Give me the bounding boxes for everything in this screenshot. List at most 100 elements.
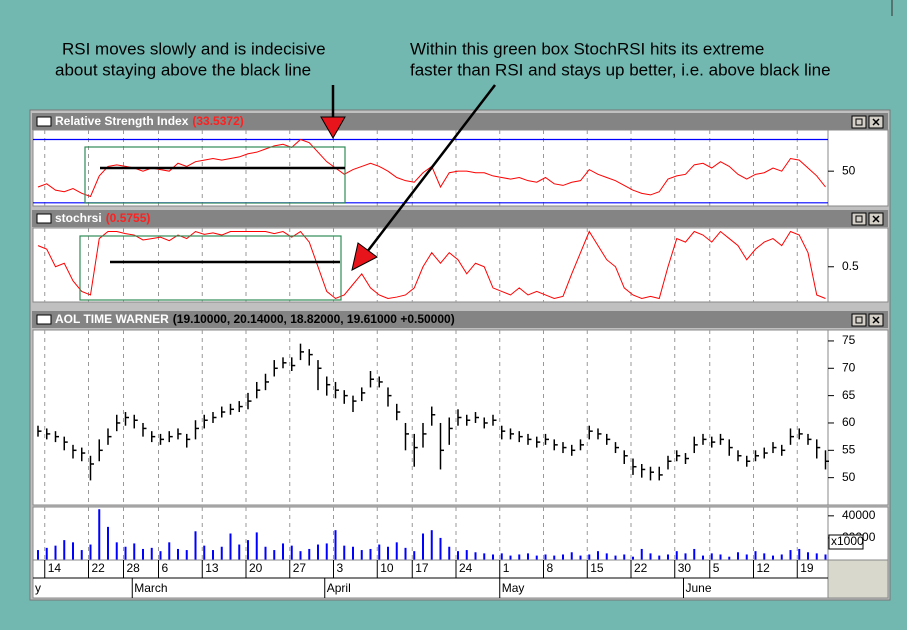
volume-bar [474,552,477,560]
x-tick-label: 22 [92,561,106,575]
x-tick-label: 5 [713,561,720,575]
volume-bar [334,530,337,560]
axis-corner [827,559,889,599]
volume-bar [264,546,267,560]
volume-bar [177,548,179,560]
volume-bar [203,545,206,560]
panel-title-name: AOL TIME WARNER [55,312,169,326]
volume-bar [238,544,241,560]
x-tick-label: 12 [757,561,771,575]
panel-title-value: (19.10000, 20.14000, 18.82000, 19.61000 … [173,312,455,326]
value-axis-area [827,129,889,207]
x-tick-label: 6 [162,561,169,575]
annotation-text: faster than RSI and stays up better, i.e… [410,60,831,79]
volume-bar [684,553,687,560]
unit-label: x1000 [831,534,864,548]
volume-bar [597,551,599,560]
arrow-shaft [366,84,496,253]
volume-bar [640,548,643,560]
maximize-glyph [855,118,863,126]
maximize-button [851,115,867,129]
volume-bar [815,553,818,560]
volume-bar [63,540,66,560]
month-label: April [327,581,351,595]
volume-bar [378,544,381,560]
month-label: y [35,581,41,595]
value-axis-area [827,227,889,303]
volume-bar [387,546,389,560]
x-tick-label: 1 [503,561,510,575]
volume-bar [308,548,311,560]
window-icon [36,314,52,325]
x-tick-label: 17 [415,561,429,575]
volume-bar [693,548,696,560]
volume-bar [562,554,564,560]
volume-bar [789,550,792,560]
y-tick-label: 75 [842,333,856,347]
volume-bar [588,554,591,560]
volume-bar [798,548,801,560]
panel-title: Relative Strength Index (33.5372) [55,114,244,128]
volume-bar [80,550,83,560]
line [37,230,826,300]
volume-bar [212,550,214,560]
volume-bar [763,553,766,560]
y-tick-label: 65 [842,388,856,402]
volume-bar [54,545,57,560]
volume-bar [780,554,783,560]
volume-bar [352,546,354,560]
annotation-text: about staying above the black line [55,60,311,79]
volume-bar [325,543,328,560]
annotation-text: RSI moves slowly and is indecisive [62,39,326,58]
volume-bar [404,547,407,560]
x-tick-label: 19 [800,561,814,575]
volume-bar [518,554,521,560]
x-tick-label: 20 [249,561,263,575]
volume-bar [535,555,538,560]
x-tick-label: 28 [127,561,141,575]
x-tick-label: 27 [293,561,307,575]
x-tick-label: 30 [678,561,692,575]
volume-bar [553,555,556,560]
close-glyph [872,215,880,223]
close-glyph [872,118,880,126]
close-glyph [872,316,880,324]
volume-bar [229,533,232,560]
volume-bar [632,556,634,560]
volume-bar [807,552,809,560]
x-tick-label: 3 [337,561,344,575]
volume-bar [710,553,713,560]
volume-bar [728,556,731,560]
volume-bar [290,545,293,560]
arrow-head [351,242,378,271]
panel-title-value: (33.5372) [192,114,243,128]
panel-title-name: Relative Strength Index [55,114,189,128]
volume-bar [255,532,258,560]
panel-title-value: (0.5755) [106,211,151,225]
volume-bar [483,553,486,560]
value-axis-area [827,329,889,506]
title-bar [32,311,888,328]
window-icon [36,213,52,224]
volume-bar [168,542,171,560]
volume-bar [317,544,319,560]
month-label: May [502,581,525,595]
volume-bar [527,553,529,560]
x-tick-label: 10 [380,561,394,575]
volume-bar [649,553,652,560]
volume-bar [492,554,494,560]
volume-bar [107,526,109,560]
volume-bar [185,550,188,560]
volume-bar [457,551,459,560]
volume-bar [430,530,433,560]
y-tick-label: 55 [842,442,856,456]
volume-bar [299,551,302,560]
volume-bar [500,553,503,560]
maximize-glyph [855,215,863,223]
volume-bar [98,509,101,560]
annotation-text: Within this green box StochRSI hits its … [410,39,764,58]
green-box [79,235,342,301]
volume-bar [667,554,669,560]
